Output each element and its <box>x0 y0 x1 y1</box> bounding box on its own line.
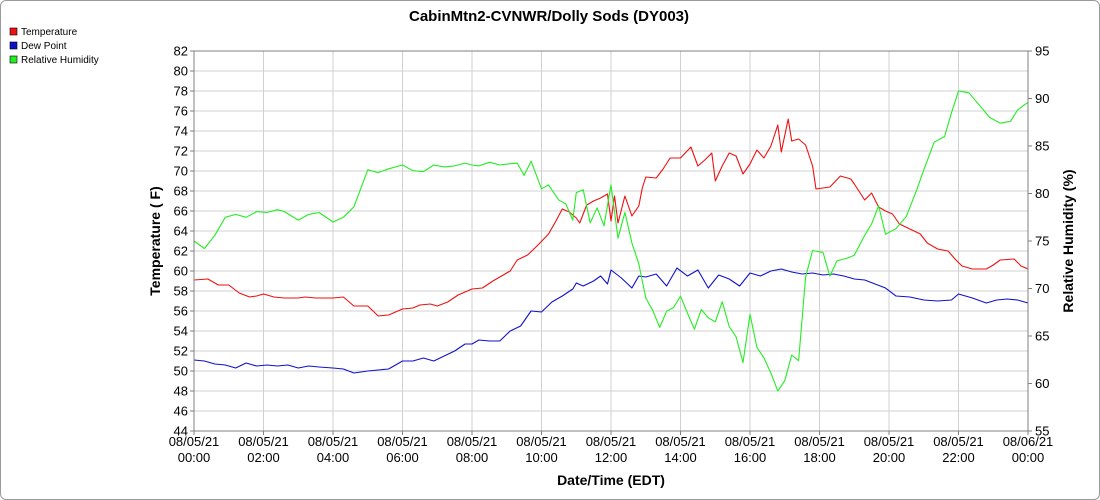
y-tick-label: 68 <box>174 184 188 199</box>
series-line-dew-point <box>193 267 1029 374</box>
y-tick-label: 62 <box>174 244 188 259</box>
x-tick-time: 16:00 <box>734 450 767 465</box>
x-tick-date: 08/05/21 <box>655 434 706 449</box>
y-tick-label: 56 <box>174 304 188 319</box>
left-axis-ticks: 44 46 48 50 52 54 56 58 60 62 64 66 68 70 72 74 76 78 80 82 <box>174 44 194 439</box>
y2-tick-label: 55 <box>1035 424 1049 439</box>
y-tick-label: 44 <box>174 424 188 439</box>
y2-tick-label: 80 <box>1035 186 1049 201</box>
legend-swatch <box>9 27 18 36</box>
x-tick-date: 08/05/21 <box>933 434 984 449</box>
x-axis-title: Date/Time (EDT) <box>557 472 665 488</box>
y-tick-label: 76 <box>174 104 188 119</box>
legend-label: Dew Point <box>21 41 67 52</box>
x-tick-time: 00:00 <box>178 450 211 465</box>
x-tick-time: 14:00 <box>664 450 697 465</box>
x-tick-time: 04:00 <box>317 450 350 465</box>
x-tick-date: 08/05/21 <box>516 434 567 449</box>
x-tick-time: 06:00 <box>386 450 419 465</box>
y-tick-label: 70 <box>174 164 188 179</box>
y-tick-label: 74 <box>174 124 188 139</box>
x-tick-date: 08/05/21 <box>794 434 845 449</box>
x-tick-date: 08/05/21 <box>238 434 289 449</box>
y-axis-title: Temperature ( F) <box>147 186 163 295</box>
y-tick-label: 64 <box>174 224 188 239</box>
x-tick-date: 08/05/21 <box>725 434 776 449</box>
x-tick-time: 22:00 <box>942 450 975 465</box>
y-tick-label: 52 <box>174 344 188 359</box>
x-tick-date: 08/05/21 <box>308 434 359 449</box>
y2-tick-label: 70 <box>1035 281 1049 296</box>
x-tick-time: 12:00 <box>595 450 628 465</box>
y2-tick-label: 95 <box>1035 44 1049 59</box>
legend-label: Relative Humidity <box>21 55 99 66</box>
x-tick-date: 08/05/21 <box>377 434 428 449</box>
y2-tick-label: 75 <box>1035 234 1049 249</box>
y-tick-label: 78 <box>174 84 188 99</box>
x-tick-time: 02:00 <box>247 450 280 465</box>
y2-tick-label: 90 <box>1035 91 1049 106</box>
y-tick-label: 50 <box>174 364 188 379</box>
chart-title: CabinMtn2-CVNWR/Dolly Sods (DY003) <box>409 8 689 25</box>
y2-tick-label: 60 <box>1035 376 1049 391</box>
x-tick-date: 08/05/21 <box>447 434 498 449</box>
plot-area-border <box>193 50 1029 432</box>
series-line-relative-humidity <box>193 90 1029 392</box>
y2-tick-label: 85 <box>1035 139 1049 154</box>
x-tick-date: 08/05/21 <box>169 434 220 449</box>
y-tick-label: 82 <box>174 44 188 59</box>
right-axis-ticks: 55 60 65 70 75 80 85 90 95 <box>1028 44 1049 439</box>
series-lines <box>193 90 1029 392</box>
y2-axis-title: Relative Humidity (%) <box>1060 169 1076 312</box>
y-tick-label: 46 <box>174 404 188 419</box>
x-tick-time: 00:00 <box>1012 450 1045 465</box>
x-tick-time: 20:00 <box>873 450 906 465</box>
y-tick-label: 58 <box>174 284 188 299</box>
y-tick-label: 80 <box>174 64 188 79</box>
legend-swatch <box>9 41 18 50</box>
y-tick-label: 48 <box>174 384 188 399</box>
x-tick-time: 10:00 <box>525 450 558 465</box>
legend-label: Temperature <box>21 27 78 38</box>
x-tick-time: 08:00 <box>456 450 489 465</box>
series-line-temperature <box>193 118 1029 317</box>
x-tick-time: 18:00 <box>803 450 836 465</box>
y-tick-label: 72 <box>174 144 188 159</box>
y-tick-label: 66 <box>174 204 188 219</box>
y-tick-label: 60 <box>174 264 188 279</box>
x-tick-date: 08/06/21 <box>1003 434 1054 449</box>
x-axis-ticks: 08/05/2100:0008/05/2102:0008/05/2104:000… <box>169 431 1054 465</box>
legend: Temperature Dew Point Relative Humidity <box>9 27 99 66</box>
y2-tick-label: 65 <box>1035 329 1049 344</box>
x-tick-date: 08/05/21 <box>864 434 915 449</box>
y-tick-label: 54 <box>174 324 188 339</box>
legend-swatch <box>9 55 18 64</box>
grid-lines <box>193 50 1029 432</box>
x-tick-date: 08/05/21 <box>586 434 637 449</box>
